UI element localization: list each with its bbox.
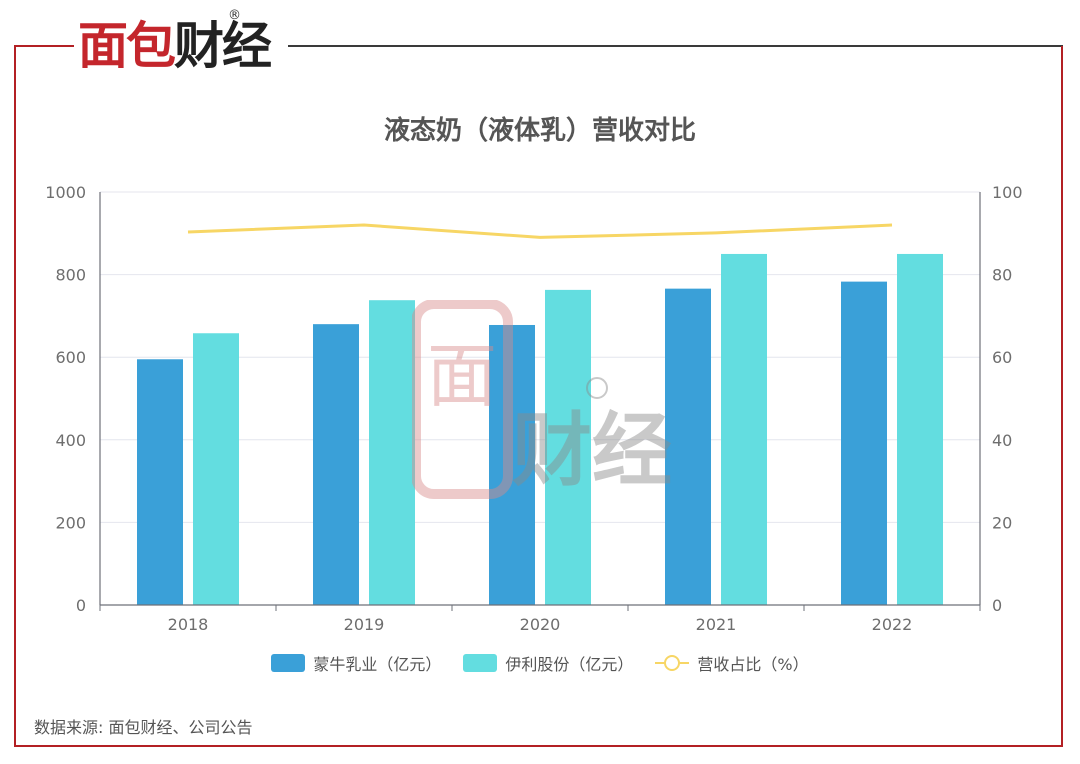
brand-name-red: 面包 (78, 17, 176, 75)
frame-top-left-line (14, 45, 74, 47)
line-ratio (187, 223, 893, 239)
bar-mengniu (313, 324, 359, 605)
y-right-tick-label: 40 (992, 431, 1012, 450)
watermark-logo-icon: 面 财经 (412, 300, 672, 499)
x-tick-label: 2021 (696, 615, 737, 634)
y-right-tick-label: 0 (992, 596, 1002, 615)
legend-item-yili[interactable]: 伊利股份（亿元） (463, 651, 633, 675)
bar-mengniu (489, 324, 535, 605)
x-tick-label: 2018 (168, 615, 209, 634)
registered-mark-icon: ® (228, 8, 241, 23)
y-left-tick-label: 200 (55, 513, 86, 532)
bar-yili (897, 253, 943, 605)
bar-yili (193, 333, 239, 605)
y-left-tick-label: 400 (55, 431, 86, 450)
y-right-tick-label: 20 (992, 513, 1012, 532)
svg-text:面: 面 (427, 335, 497, 417)
legend-swatch-ratio (655, 654, 690, 672)
y-left-tick-label: 600 (55, 348, 86, 367)
bar-mengniu (665, 288, 711, 605)
x-tick-label: 2020 (520, 615, 561, 634)
brand-logo: 面包 财经 ® (78, 8, 272, 75)
y-left-tick-label: 800 (55, 266, 86, 285)
x-tick-label: 2022 (872, 615, 913, 634)
y-left-tick-label: 1000 (45, 183, 86, 202)
legend-item-ratio[interactable]: 营收占比（%） (655, 651, 809, 675)
legend-label-mengniu: 蒙牛乳业（亿元） (313, 655, 442, 674)
y-left-tick-label: 0 (76, 596, 86, 615)
legend-swatch-mengniu (271, 654, 306, 672)
bar-mengniu (841, 281, 887, 605)
bar-yili (721, 253, 767, 605)
chart-frame (14, 46, 1063, 747)
y-right-tick-label: 80 (992, 266, 1012, 285)
bar-yili (545, 289, 591, 605)
frame-top-right-line (288, 45, 1063, 47)
svg-text:财经: 财经 (512, 404, 672, 497)
chart-title: 液态奶（液体乳）营收对比 (383, 116, 696, 146)
chart-legend: 蒙牛乳业（亿元） 伊利股份（亿元） 营收占比（%） (0, 651, 1080, 675)
legend-label-yili: 伊利股份（亿元） (505, 655, 634, 674)
bar-yili (369, 300, 415, 605)
x-tick-label: 2019 (344, 615, 385, 634)
y-right-tick-label: 100 (992, 183, 1023, 202)
source-note: 数据来源: 面包财经、公司公告 (34, 718, 253, 737)
brand-name-dark: 财经 (174, 17, 272, 75)
y-right-tick-label: 60 (992, 348, 1012, 367)
bar-mengniu (137, 359, 183, 605)
legend-item-mengniu[interactable]: 蒙牛乳业（亿元） (271, 651, 441, 675)
legend-swatch-yili (463, 654, 498, 672)
legend-label-ratio: 营收占比（%） (697, 655, 809, 674)
